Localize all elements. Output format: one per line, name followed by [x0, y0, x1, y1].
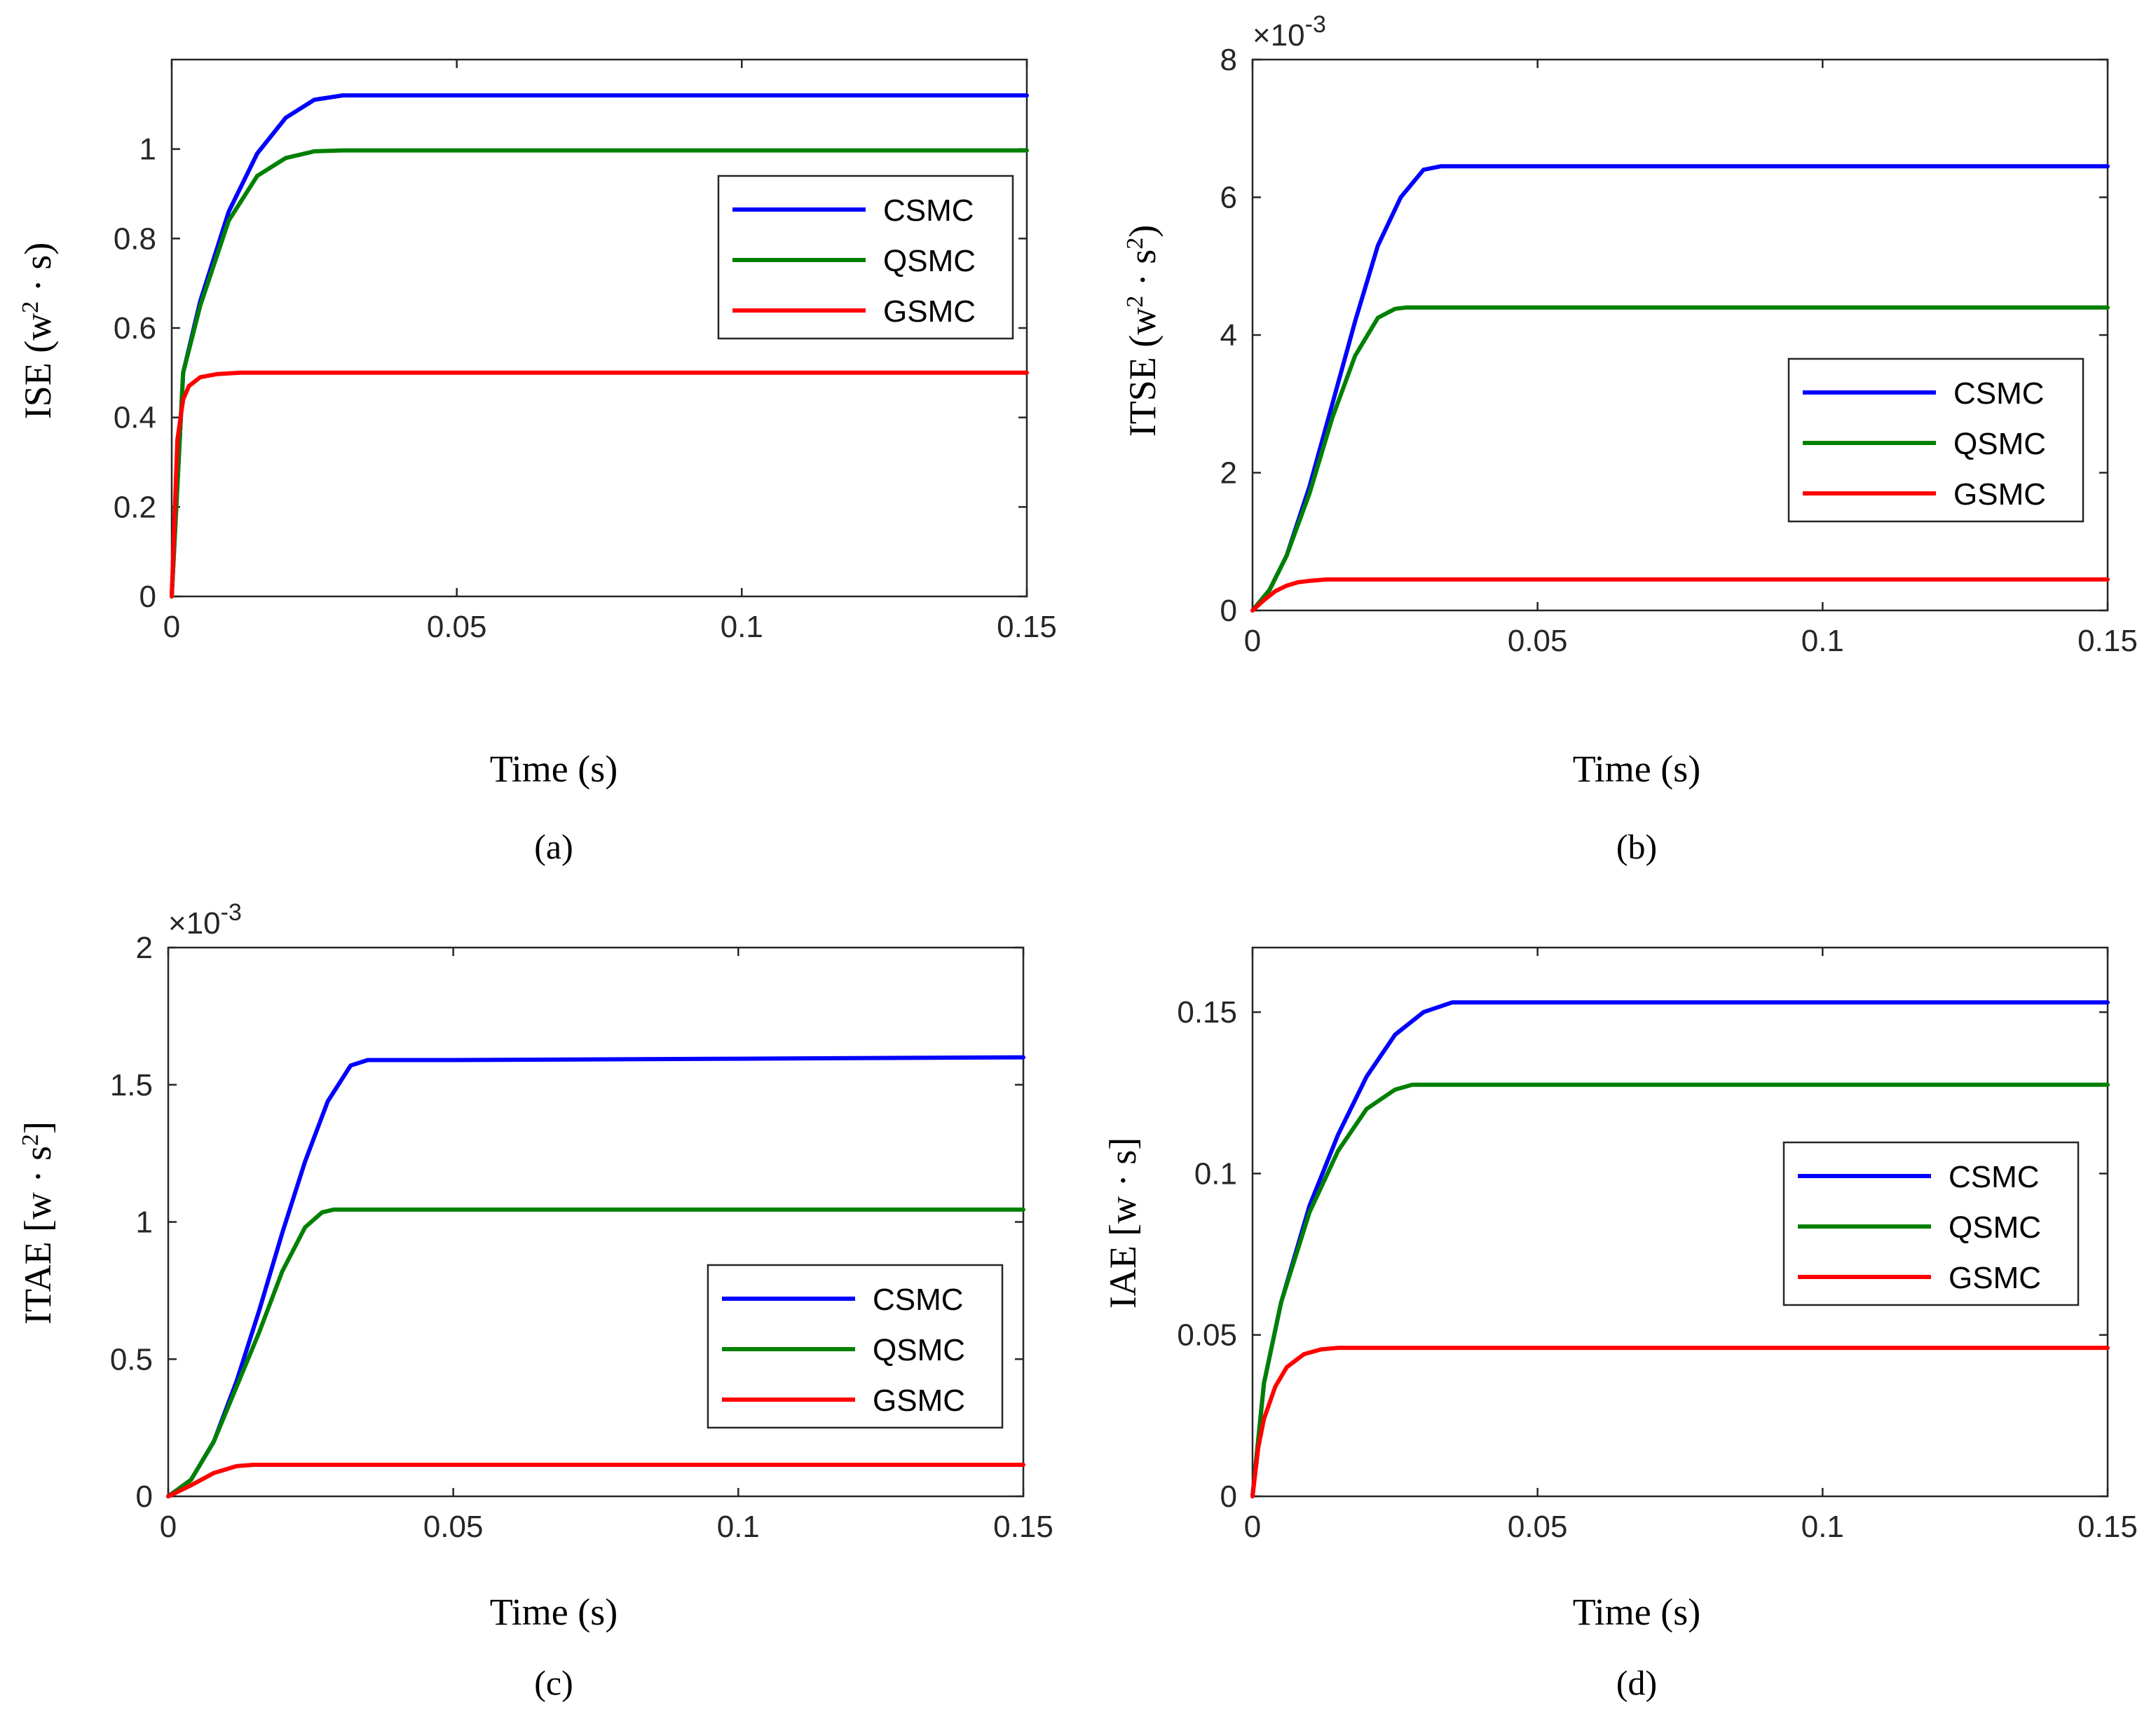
x-tick-label: 0.15 — [993, 1510, 1053, 1544]
series-line-qsmc — [1250, 1082, 2110, 1498]
y-tick-label: 8 — [1220, 43, 1237, 77]
panel-label: (b) — [1616, 827, 1657, 866]
series-line-gsmc — [1250, 1346, 2110, 1498]
y-tick-label: 0 — [1220, 1480, 1237, 1514]
y-tick-label: 6 — [1220, 181, 1237, 215]
series-line-gsmc — [1250, 577, 2110, 613]
legend-label-qsmc: QSMC — [873, 1333, 965, 1367]
legend-label-gsmc: GSMC — [883, 294, 976, 329]
chart-panel-3: 0 0.05 0.1 0.15 0 0.5 1 1.5 2 ×10-3 CSMC QSMC GSMC Ti… — [17, 899, 1053, 1702]
series-line-gsmc — [166, 1463, 1025, 1498]
x-tick-label: 0 — [1244, 624, 1261, 658]
chart-panel-4: 0 0.05 0.1 0.15 0 0.05 0.1 0.15 CSMC QSMC GSMC Time… — [1102, 946, 2138, 1702]
y-tick-label: 0.4 — [114, 401, 156, 435]
axis-multiplier: ×10-3 — [168, 899, 242, 941]
legend-label-csmc: CSMC — [883, 193, 974, 228]
x-tick-label: 0.15 — [997, 610, 1057, 644]
x-tick-label: 0.1 — [1801, 624, 1844, 658]
x-tick-label: 0 — [160, 1510, 177, 1544]
series-line-qsmc — [1250, 305, 2110, 613]
x-axis-label: Time (s) — [490, 1591, 618, 1633]
y-tick-label: 0.2 — [114, 490, 156, 524]
y-axis-label: IAE [w · s] — [1102, 1137, 1144, 1309]
y-tick-label: 2 — [1220, 456, 1237, 491]
legend-label-qsmc: QSMC — [883, 244, 976, 278]
x-tick-label: 0.15 — [2077, 624, 2138, 658]
plot-frame — [1251, 58, 2109, 612]
legend-label-gsmc: GSMC — [1953, 477, 2046, 512]
y-tick-label: 0.5 — [110, 1342, 153, 1376]
panel-label: (d) — [1616, 1663, 1657, 1702]
legend-label-csmc: CSMC — [873, 1283, 964, 1317]
legend-label-qsmc: QSMC — [1953, 427, 2046, 461]
x-tick-label: 0 — [1244, 1510, 1261, 1544]
legend-label-gsmc: GSMC — [873, 1383, 965, 1418]
y-tick-label: 1.5 — [110, 1068, 153, 1102]
y-axis-label: ITAE [w · s2] — [17, 1121, 59, 1325]
series-line-csmc — [170, 93, 1029, 599]
y-tick-label: 0 — [1220, 594, 1237, 628]
panel-label: (c) — [534, 1663, 573, 1702]
x-tick-label: 0.05 — [423, 1510, 484, 1544]
x-axis-label: Time (s) — [1573, 1591, 1701, 1633]
legend-label-csmc: CSMC — [1949, 1160, 2040, 1194]
legend-label-gsmc: GSMC — [1949, 1261, 2041, 1295]
legend: CSMC QSMC GSMC — [707, 1264, 1004, 1429]
x-axis-label: Time (s) — [490, 748, 618, 790]
x-tick-label: 0.1 — [1801, 1510, 1844, 1544]
legend: CSMC QSMC GSMC — [1787, 357, 2085, 523]
x-tick-label: 0.05 — [427, 610, 487, 644]
y-tick-label: 0.15 — [1177, 995, 1237, 1030]
y-tick-label: 1 — [136, 1205, 153, 1240]
y-tick-label: 0.6 — [114, 311, 156, 346]
y-tick-label: 0 — [136, 1480, 153, 1514]
x-tick-label: 0.1 — [721, 610, 763, 644]
plot-frame — [1251, 946, 2109, 1498]
x-tick-label: 0.1 — [717, 1510, 760, 1544]
series-line-qsmc — [166, 1207, 1025, 1498]
y-tick-label: 4 — [1220, 318, 1237, 353]
axis-multiplier: ×10-3 — [1253, 11, 1326, 53]
y-tick-label: 0 — [139, 580, 156, 614]
y-tick-label: 0.8 — [114, 221, 156, 256]
x-tick-label: 0.05 — [1508, 624, 1568, 658]
legend: CSMC QSMC GSMC — [1782, 1141, 2080, 1306]
legend-label-qsmc: QSMC — [1949, 1210, 2041, 1245]
y-tick-label: 0.1 — [1194, 1156, 1237, 1191]
panel-label: (a) — [534, 827, 573, 866]
x-tick-label: 0.15 — [2077, 1510, 2138, 1544]
y-axis-label: ISE (w2 · s) — [17, 242, 59, 419]
series-line-gsmc — [170, 370, 1029, 599]
chart-panel-1: 0 0.05 0.1 0.15 0 0.2 0.4 0.6 0.8 1 CSMC QSMC GSMC Ti… — [17, 58, 1057, 866]
x-axis-label: Time (s) — [1573, 748, 1701, 790]
y-axis-label: ITSE (w2 · s2) — [1121, 225, 1164, 437]
x-tick-label: 0.05 — [1508, 1510, 1568, 1544]
y-tick-label: 1 — [139, 132, 156, 167]
chart-panel-2: 0 0.05 0.1 0.15 0 2 4 6 8 ×10-3 CSMC QSMC GSMC Time (… — [1121, 11, 2138, 866]
legend-label-csmc: CSMC — [1953, 376, 2045, 411]
x-tick-label: 0 — [163, 610, 180, 644]
series-line-qsmc — [170, 148, 1029, 599]
y-tick-label: 0.05 — [1177, 1318, 1237, 1353]
legend: CSMC QSMC GSMC — [717, 175, 1014, 340]
y-tick-label: 2 — [136, 931, 153, 965]
